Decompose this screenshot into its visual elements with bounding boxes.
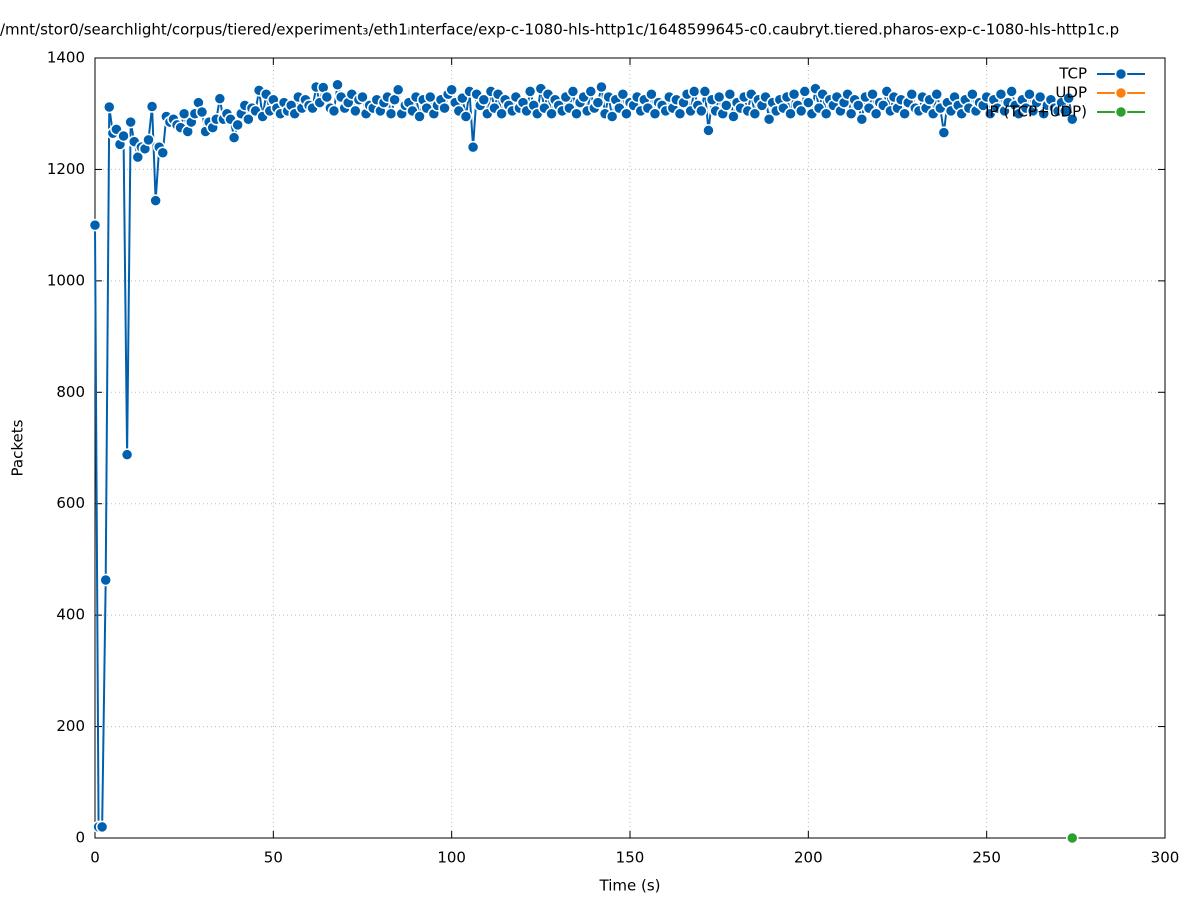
- data-point: [702, 124, 715, 137]
- plot-border: [94, 57, 1166, 839]
- data-point: [242, 113, 255, 126]
- data-point: [327, 104, 341, 118]
- data-point: [584, 85, 598, 98]
- x-axis-label: Time (s): [599, 877, 661, 895]
- x-tick-label: 100: [437, 849, 466, 867]
- chart-title: /mnt/stor0/searchlight/corpus/tiered/exp…: [0, 21, 1119, 39]
- legend-label: IP (TCP+UDP): [985, 103, 1087, 121]
- y-tick-label: 800: [56, 383, 85, 401]
- data-point: [898, 107, 911, 120]
- data-point: [331, 78, 344, 91]
- data-point: [1066, 113, 1079, 126]
- data-point: [727, 110, 740, 123]
- data-point: [819, 107, 833, 120]
- y-tick-label: 1400: [47, 49, 85, 67]
- data-point: [798, 85, 812, 98]
- data-point: [95, 820, 109, 834]
- data-point: [466, 140, 480, 154]
- data-point: [145, 100, 159, 113]
- data-point: [966, 87, 979, 101]
- y-axis-label: Packets: [9, 419, 27, 476]
- data-point: [570, 107, 583, 120]
- data-point: [855, 113, 869, 126]
- data-point: [645, 87, 658, 101]
- data-point: [523, 85, 537, 98]
- data-point: [99, 573, 112, 587]
- data-point: [723, 87, 737, 101]
- data-point: [930, 87, 943, 101]
- legend-label: UDP: [1055, 84, 1087, 102]
- data-point: [413, 110, 426, 123]
- data-point: [605, 110, 619, 123]
- data-point: [445, 83, 458, 97]
- data-point: [673, 107, 687, 120]
- legend-marker: [1114, 67, 1128, 81]
- data-point: [620, 107, 633, 120]
- x-tick-label: 200: [794, 849, 823, 867]
- data-point: [762, 113, 776, 126]
- data-point: [142, 133, 155, 147]
- y-tick-label: 600: [56, 494, 85, 512]
- y-tick-label: 400: [56, 606, 85, 624]
- data-point: [195, 105, 209, 119]
- x-tick-label: 150: [616, 849, 645, 867]
- data-point: [695, 104, 708, 118]
- x-tick-label: 0: [90, 849, 100, 867]
- data-point: [320, 90, 334, 104]
- data-point: [356, 90, 369, 104]
- data-point: [103, 100, 116, 114]
- data-point: [438, 101, 451, 115]
- y-tick-label: 1000: [47, 271, 85, 289]
- data-point: [698, 85, 712, 98]
- data-point: [802, 96, 815, 109]
- data-point: [1058, 104, 1072, 118]
- y-tick-label: 200: [56, 717, 85, 735]
- data-point: [149, 194, 162, 207]
- data-point: [117, 129, 130, 143]
- data-point: [384, 107, 398, 120]
- y-tick-label: 0: [75, 829, 85, 847]
- series-line: [94, 84, 1074, 828]
- data-point: [477, 93, 491, 107]
- x-tick-label: 250: [972, 849, 1001, 867]
- x-tick-label: 50: [264, 849, 283, 867]
- data-point: [866, 87, 879, 101]
- data-point: [687, 85, 701, 98]
- data-point: [1062, 91, 1075, 105]
- data-point: [391, 83, 405, 97]
- data-point: [787, 87, 801, 101]
- data-point: [720, 99, 733, 112]
- data-point: [591, 96, 605, 109]
- data-point: [88, 218, 102, 232]
- data-point: [905, 87, 919, 101]
- y-tick-label: 1200: [47, 160, 85, 178]
- data-point: [844, 107, 858, 120]
- x-tick-label: 300: [1151, 849, 1180, 867]
- data-point: [124, 115, 137, 129]
- data-point: [120, 448, 134, 461]
- data-point: [349, 104, 362, 118]
- data-point: [156, 146, 170, 159]
- data-point: [1005, 85, 1018, 98]
- data-point: [227, 131, 241, 144]
- data-point: [231, 118, 244, 132]
- data-point: [1066, 831, 1079, 845]
- data-point: [566, 85, 580, 98]
- data-point: [748, 107, 762, 120]
- data-point: [616, 87, 630, 101]
- data-point: [459, 110, 473, 123]
- legend-marker: [1114, 86, 1128, 100]
- data-point: [869, 107, 883, 120]
- legend-label: TCP: [1058, 65, 1087, 83]
- data-point: [595, 80, 608, 94]
- legend-marker: [1114, 105, 1128, 119]
- data-point: [213, 92, 227, 105]
- data-point: [937, 126, 951, 139]
